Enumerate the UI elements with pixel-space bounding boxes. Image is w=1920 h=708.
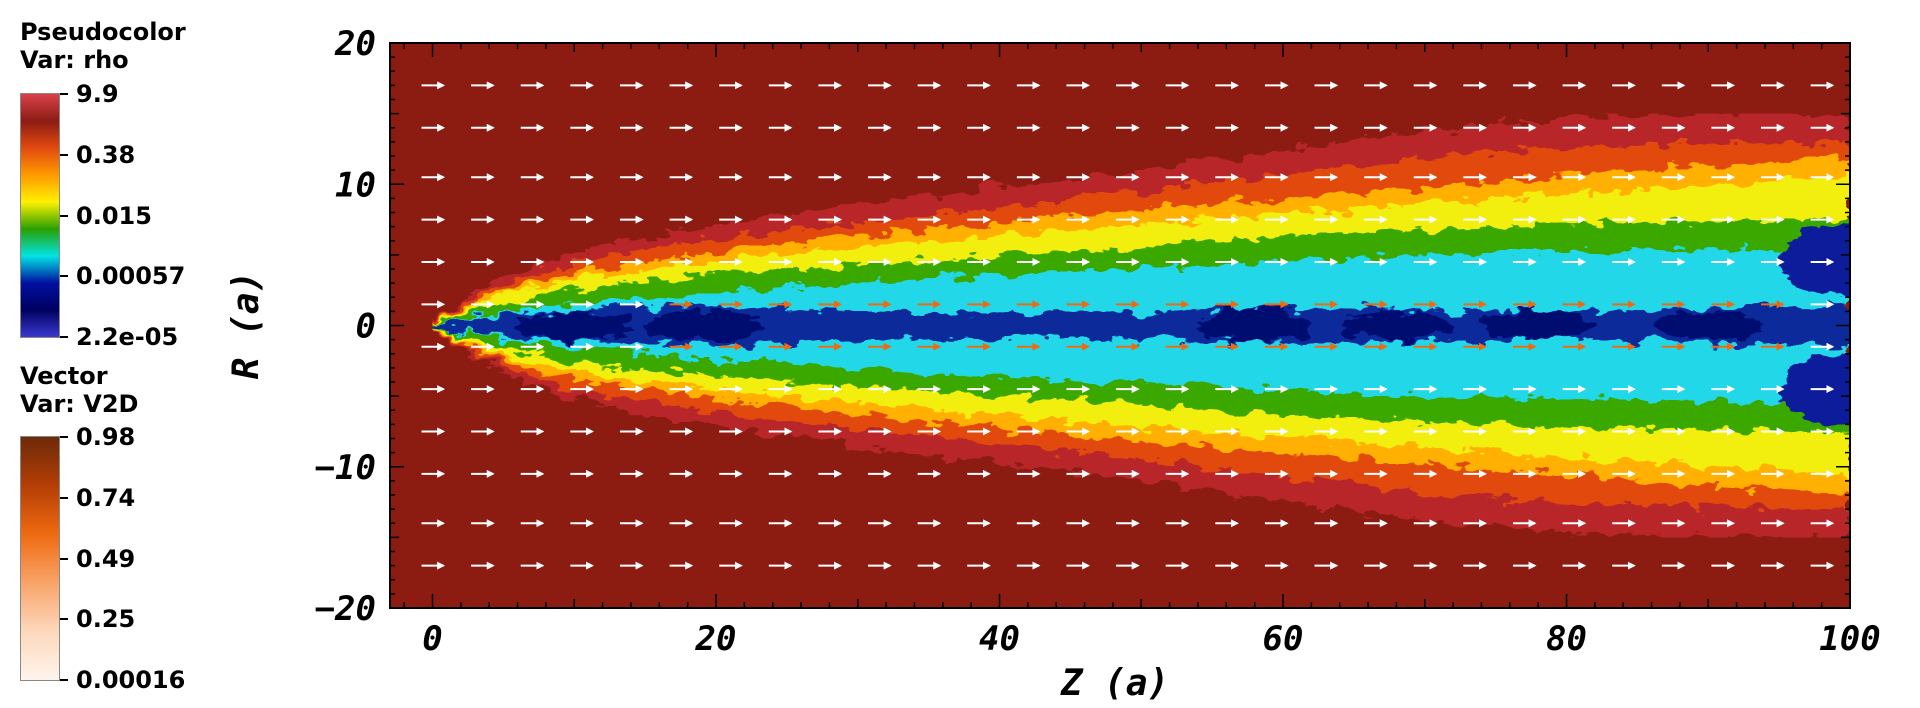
pseudocolor-title-line1: Pseudocolor — [20, 18, 186, 46]
x-tick-label: 0 — [422, 619, 442, 659]
jet-knot — [1197, 308, 1312, 343]
y-axis-label: R (a) — [226, 271, 267, 379]
vector-field — [421, 81, 1835, 570]
cavity-lower — [1779, 353, 1850, 425]
vector-colorbar-label: 0.98 — [76, 423, 136, 451]
pseudocolor-colorbar-tick — [60, 336, 68, 338]
jet-knot — [517, 311, 631, 340]
pseudocolor-colorbar-tick — [60, 275, 68, 278]
pseudocolor-colorbar-label: 0.015 — [76, 201, 152, 230]
pseudocolor-colorbar — [20, 93, 60, 338]
jet-knot — [1651, 312, 1765, 339]
vector-colorbar-tick — [60, 496, 68, 499]
x-tick-label: 40 — [979, 619, 1020, 659]
vector-legend-title: Vector Var: V2D — [20, 362, 138, 418]
pseudocolor-colorbar-label: 0.38 — [76, 140, 136, 169]
pseudocolor-title-line2: Var: rho — [20, 46, 129, 74]
pseudocolor-colorbar-label: 9.9 — [76, 80, 119, 108]
x-tick-label: 100 — [1819, 619, 1880, 659]
x-tick-label: 20 — [695, 619, 737, 659]
y-tick-label: 0 — [356, 307, 376, 347]
jet-core — [432, 304, 1850, 347]
vector-colorbar-tick — [60, 557, 68, 560]
y-tick-label: −10 — [315, 448, 376, 488]
vector-colorbar-label: 0.49 — [76, 544, 136, 573]
pseudocolor-colorbar-tick — [60, 153, 68, 156]
jet-knot — [1481, 311, 1595, 340]
vector-colorbar-tick — [60, 436, 68, 438]
vector-colorbar-label: 0.25 — [76, 605, 136, 634]
x-tick-label: 80 — [1546, 619, 1587, 659]
x-axis: 0 20 40 60 80 100 — [403, 43, 1881, 659]
vector-colorbar-label: 0.74 — [76, 483, 136, 512]
x-tick-label: 60 — [1263, 619, 1304, 659]
y-tick-label: 20 — [334, 24, 376, 64]
vector-colorbar — [20, 436, 60, 681]
jet-knot — [1339, 311, 1454, 340]
pseudocolor-colorbar-tick — [60, 93, 68, 95]
pseudocolor-colorbar-tick — [60, 214, 68, 217]
y-tick-label: 10 — [335, 165, 376, 205]
jet-knot — [645, 309, 759, 342]
vector-colorbar-label: 0.00016 — [76, 666, 186, 694]
pseudocolor-colorbar-label: 2.2e-05 — [76, 323, 179, 351]
pseudocolor-colorbar-label: 0.00057 — [76, 262, 186, 291]
vector-colorbar-tick — [60, 679, 68, 681]
y-axis: −20 −10 0 10 20 — [315, 24, 1850, 629]
x-axis-label: Z (a) — [1060, 663, 1169, 704]
vector-title-line2: Var: V2D — [20, 390, 139, 418]
y-tick-label: −20 — [315, 589, 376, 629]
vector-title-line1: Vector — [20, 362, 108, 390]
vector-colorbar-tick — [60, 618, 68, 621]
pseudocolor-legend-title: Pseudocolor Var: rho — [20, 18, 186, 74]
plot-area — [390, 43, 1850, 608]
cavity-upper — [1779, 226, 1850, 298]
